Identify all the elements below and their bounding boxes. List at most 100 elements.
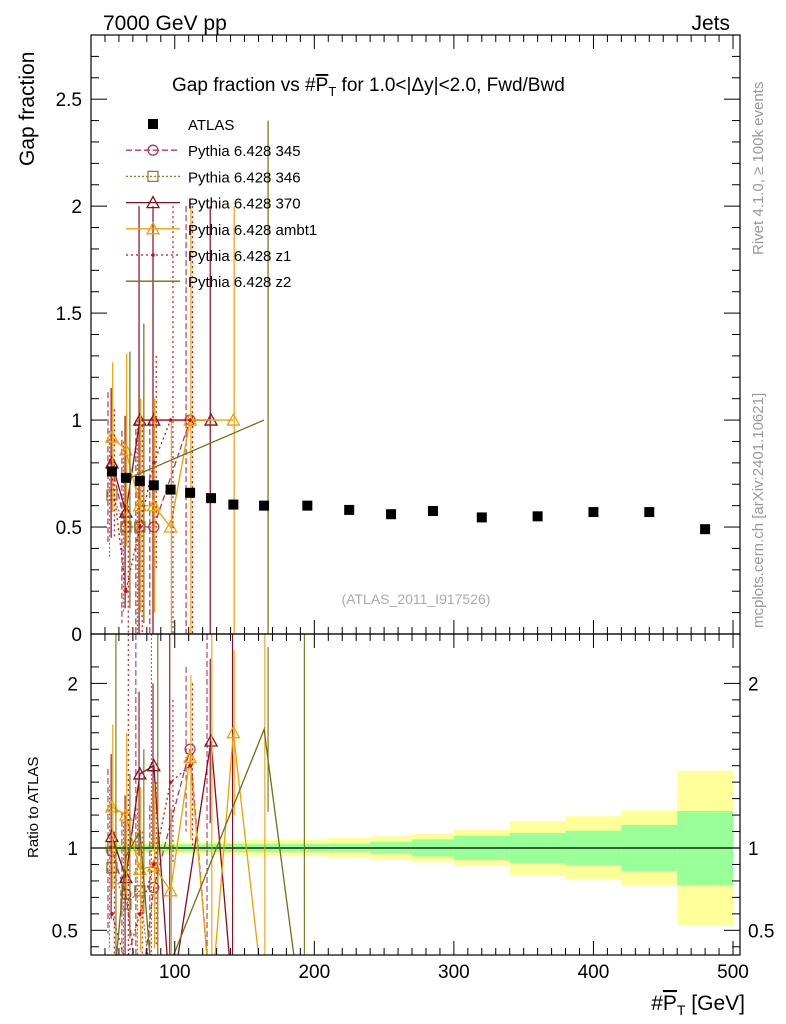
analysis-watermark: (ATLAS_2011_I917526) [342,591,491,607]
ratio-series-2 [104,634,234,955]
mc-point [104,429,120,443]
legend-label-atlas: ATLAS [188,117,234,134]
ratio-point [188,763,192,768]
legend-marker-atlas [148,119,158,129]
ratio-series-4 [110,634,194,955]
ratio-point [118,807,133,821]
atlas-data-point [228,499,239,510]
mc-point [120,521,132,533]
x-axis-label: #PT [GeV] [651,992,745,1018]
legend-marker-4 [151,253,155,257]
ratio-point [146,858,161,872]
atlas-data-point [427,505,438,516]
atlas-data-point [148,480,159,491]
mc-point [148,521,160,533]
chart-title: Gap fraction vs #PT for 1.0<|Δy|<2.0, Fw… [172,75,565,99]
ratio-point [146,758,161,772]
mc-point [146,412,161,426]
y-tick-label: 1.5 [56,304,82,325]
y-tick-label: 0.5 [56,518,82,539]
ratio-point [203,733,219,747]
mc-line-2 [111,419,212,513]
atlas-data-point [476,512,487,523]
ratio-point [182,750,198,764]
atlas-data-point [532,511,543,522]
mc-point [132,412,147,426]
ratio-point [148,881,160,894]
ratio-line [115,726,295,955]
atlas-data-point [588,507,599,518]
ratio-point [104,799,120,813]
ratio-point [163,883,178,897]
ratio-y-axis-label: Ratio to ATLAS [25,757,42,858]
x-tick-label: 300 [438,962,470,983]
mc-point [163,519,178,533]
ratio-tick-label: 1 [67,839,78,860]
legend-marker-0 [147,144,159,156]
ratio-frame [90,633,741,956]
legend-label-2: Pythia 6.428 370 [188,196,301,213]
ratio-line [111,740,230,955]
header-right: Jets [691,12,730,35]
mc-point [124,589,128,594]
ratio-series-5 [115,634,305,955]
y-axis-label: Gap fraction [16,52,39,166]
ratio-tick-label-right: 0.5 [748,921,774,942]
atlas-data-point [120,472,131,483]
x-tick-label: 500 [717,962,749,983]
header-left: 7000 GeV pp [103,12,227,35]
ratio-tick-label: 0.5 [52,921,78,942]
mc-point [138,525,142,529]
ratio-point [106,862,118,874]
atlas-data-point [259,500,270,511]
mcplots-label: mcplots.cern.ch [arXiv:2401.10621] [750,393,767,628]
atlas-data-point [644,507,655,518]
atlas-data-point [302,500,313,511]
ratio-point [110,912,114,916]
x-tick-label: 100 [159,962,191,983]
mc-point [182,412,198,426]
legend-label-4: Pythia 6.428 z1 [188,248,291,265]
ratio-tick-label-right: 2 [748,674,759,695]
legend-marker-3 [145,221,161,235]
y-tick-label: 2 [71,197,82,218]
x-tick-label: 200 [298,962,330,983]
x-tick-label: 400 [578,962,610,983]
ratio-series-1 [106,634,152,955]
ratio-point [152,862,156,867]
ratio-point [132,766,147,780]
y-tick-label: 2.5 [56,90,82,111]
ratio-point [118,870,133,884]
mc-point [188,418,192,422]
atlas-data-point [206,493,217,504]
mc-line-5 [125,419,265,481]
mc-point [106,489,118,501]
ratio-point [184,743,196,755]
y-tick-label: 1 [71,411,82,432]
ratio-point [104,829,120,843]
atlas-data-point [344,504,355,515]
mc-point [168,418,173,422]
ratio-tick-label-right: 1 [748,839,759,860]
ratio-tick-label: 2 [67,674,78,695]
mc-point [226,412,241,426]
mc-point [146,498,161,512]
legend-marker-1 [147,170,159,183]
ratio-point [138,912,142,916]
atlas-data-point [386,509,397,520]
atlas-data-point [185,487,196,498]
legend-label-1: Pythia 6.428 346 [188,169,301,186]
ratio-point [226,725,241,739]
legend-label-0: Pythia 6.428 345 [188,143,301,160]
atlas-data-point [106,466,117,477]
mc-point [118,442,133,456]
mc-point [152,461,156,465]
atlas-data-point [700,524,711,535]
atlas-data-point [165,484,176,495]
legend-label-5: Pythia 6.428 z2 [188,274,291,291]
y-tick-label: 0 [71,625,82,646]
legend-label-3: Pythia 6.428 ambt1 [188,222,317,239]
rivet-label: Rivet 4.1.0, ≥ 100k events [750,82,767,255]
mc-point [134,521,146,533]
